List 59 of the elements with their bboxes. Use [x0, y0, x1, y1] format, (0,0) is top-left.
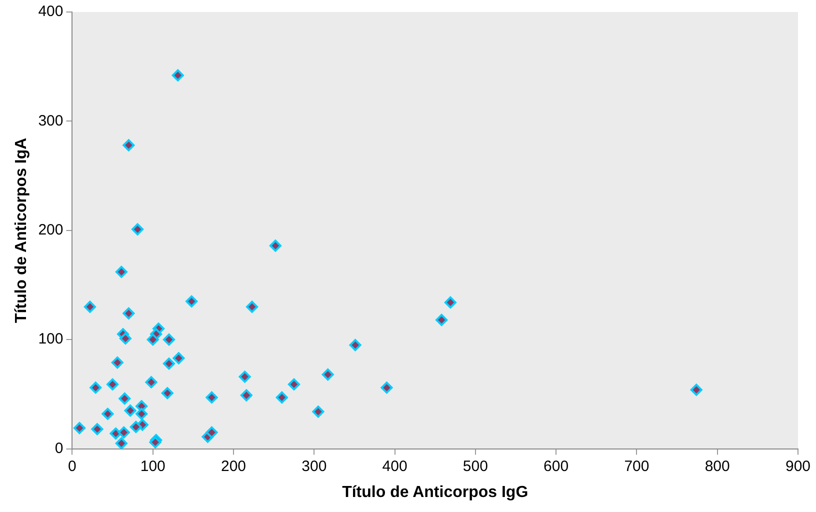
- point: [124, 404, 136, 417]
- point: [172, 352, 185, 364]
- point: [238, 370, 251, 383]
- x-tick-label: 100: [140, 458, 166, 475]
- point: [276, 391, 288, 404]
- point: [240, 389, 252, 402]
- point: [122, 139, 135, 152]
- point: [206, 426, 218, 438]
- y-axis-title: Título de Anticorpos IgA: [13, 137, 30, 323]
- x-tick-label: 600: [544, 458, 569, 475]
- point: [146, 334, 159, 346]
- point: [380, 382, 393, 394]
- point: [84, 300, 96, 313]
- point: [269, 240, 282, 252]
- point: [115, 437, 128, 449]
- x-tick-label: 700: [624, 458, 650, 475]
- point: [349, 339, 362, 352]
- point: [161, 387, 174, 400]
- point: [122, 307, 135, 320]
- point: [118, 426, 130, 438]
- point: [145, 376, 158, 388]
- point: [246, 300, 258, 313]
- point: [162, 334, 175, 346]
- point: [130, 420, 142, 433]
- point: [312, 406, 324, 418]
- point: [115, 266, 128, 278]
- point: [162, 358, 175, 370]
- point: [206, 391, 218, 404]
- x-axis-title: Título de Anticorpos IgG: [342, 484, 528, 501]
- x-tick-label: 0: [68, 458, 76, 475]
- point: [322, 368, 334, 381]
- x-tick-label: 500: [462, 458, 488, 475]
- point: [436, 314, 448, 326]
- point: [91, 423, 104, 436]
- point: [73, 422, 86, 434]
- x-tick-label: 200: [220, 458, 246, 475]
- point: [132, 223, 144, 236]
- point: [172, 69, 184, 82]
- x-tick-label: 400: [382, 458, 408, 475]
- y-tick-label: 200: [38, 222, 64, 239]
- point: [288, 378, 300, 390]
- point: [118, 392, 131, 405]
- x-tick-label: 300: [302, 458, 327, 475]
- point: [106, 378, 119, 390]
- point: [119, 332, 132, 345]
- point: [690, 384, 702, 396]
- y-tick-label: 0: [54, 440, 64, 457]
- y-tick-label: 300: [38, 112, 64, 130]
- point: [186, 295, 198, 308]
- x-tick-label: 900: [785, 458, 811, 475]
- y-tick-label: 100: [38, 330, 64, 348]
- y-tick-label: 400: [38, 3, 64, 20]
- point: [136, 408, 148, 420]
- point: [444, 296, 456, 308]
- point: [102, 408, 114, 420]
- point: [110, 428, 122, 440]
- point: [90, 382, 102, 394]
- point: [111, 356, 124, 369]
- x-tick-label: 800: [704, 458, 730, 475]
